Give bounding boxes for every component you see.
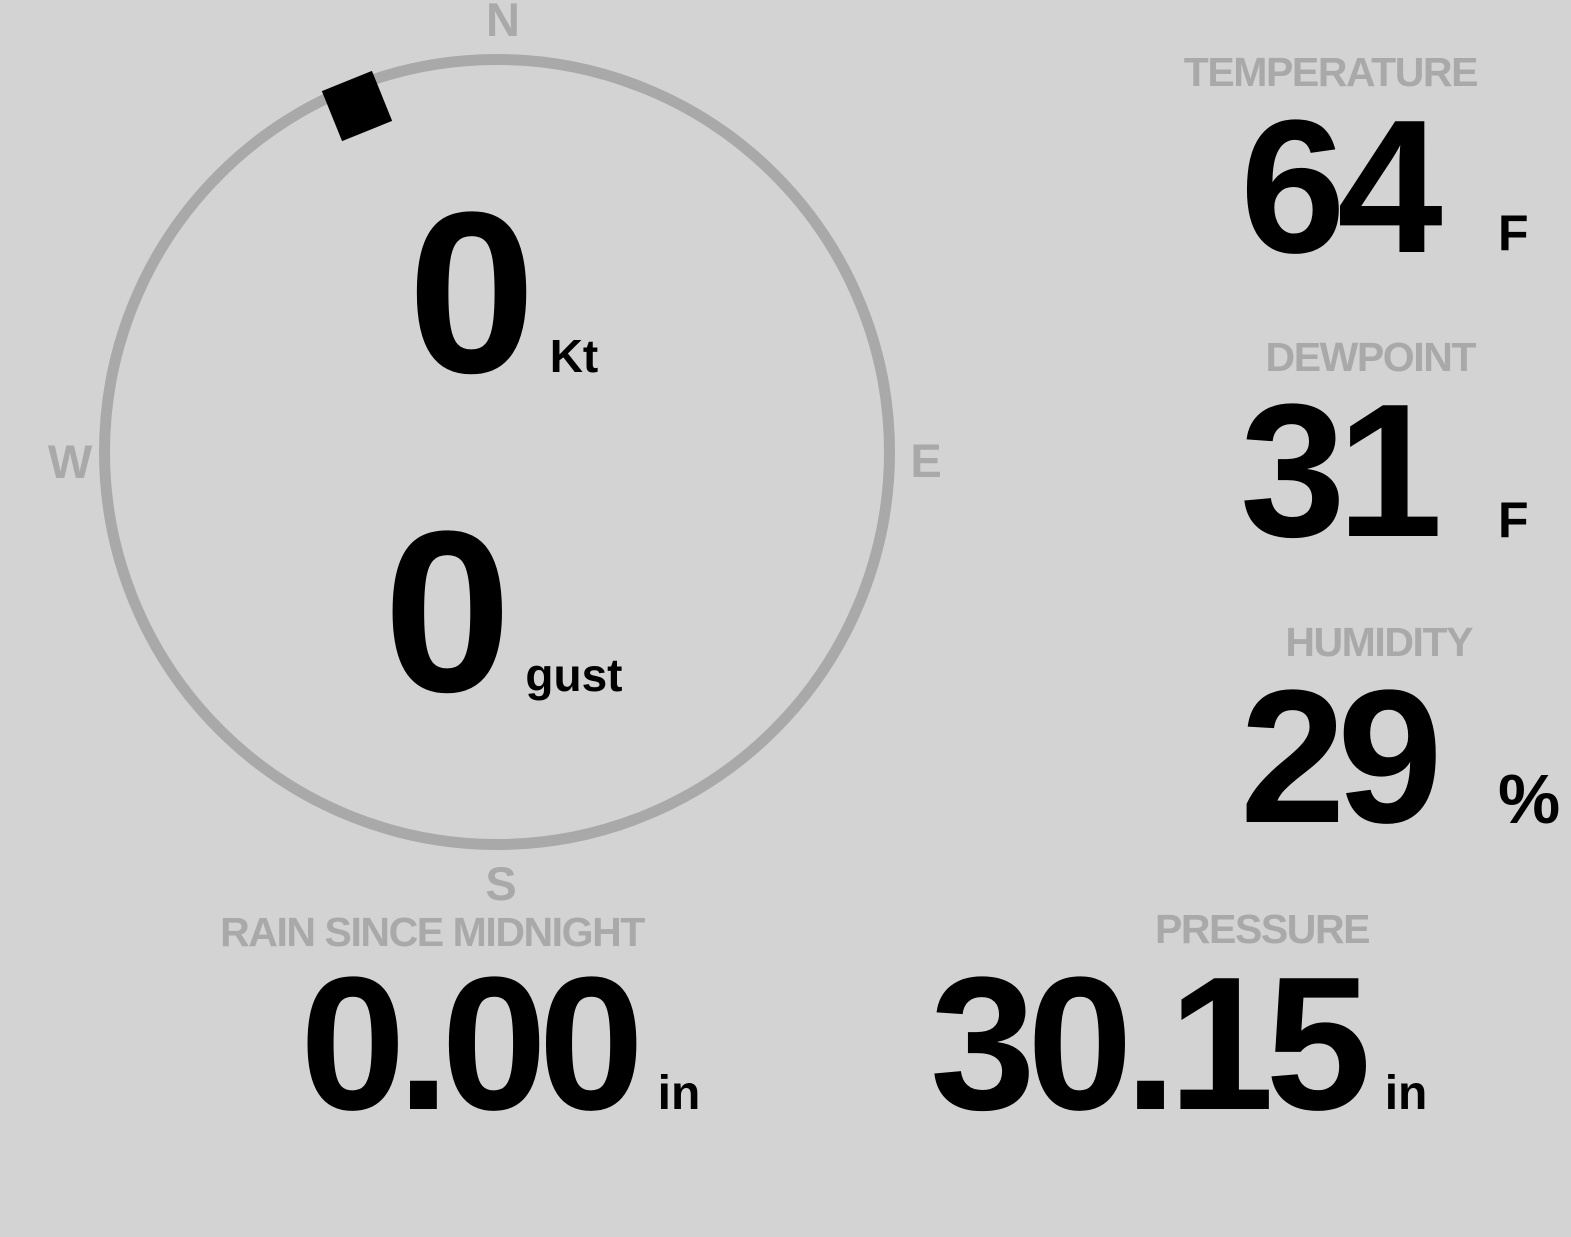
rain-label: RAIN SINCE MIDNIGHT bbox=[220, 909, 645, 955]
compass-label-south: S bbox=[485, 857, 517, 910]
wind-speed: 0 Kt bbox=[408, 178, 598, 408]
rain-value: 0.00 bbox=[300, 938, 644, 1150]
compass-label-north: N bbox=[486, 0, 520, 46]
humidity-value: 29 bbox=[1240, 651, 1443, 863]
wind-gust: 0 gust bbox=[383, 497, 622, 727]
wind-gust-unit: gust bbox=[525, 649, 623, 701]
dewpoint-label: DEWPOINT bbox=[1265, 334, 1477, 380]
wind-speed-unit: Kt bbox=[549, 330, 599, 382]
temperature-label: TEMPERATURE bbox=[1183, 49, 1479, 95]
wind-speed-value: 0 bbox=[407, 164, 536, 421]
humidity-label: HUMIDITY bbox=[1285, 619, 1473, 665]
pressure-label: PRESSURE bbox=[1154, 906, 1371, 952]
dewpoint-value: 31 bbox=[1240, 365, 1443, 577]
rain-value-group: 0.00 in bbox=[300, 949, 700, 1139]
compass-label-west: W bbox=[47, 435, 93, 488]
humidity-unit: % bbox=[1498, 760, 1561, 838]
pressure-value-group: 30.15 in bbox=[930, 949, 1427, 1139]
compass-label-east: E bbox=[910, 434, 942, 487]
rain-unit: in bbox=[657, 1067, 701, 1120]
temperature-unit: F bbox=[1498, 205, 1529, 261]
pressure-value: 30.15 bbox=[930, 938, 1371, 1150]
pressure-unit: in bbox=[1384, 1067, 1428, 1120]
temperature-value: 64 bbox=[1240, 81, 1443, 293]
wind-compass-ring bbox=[99, 54, 895, 850]
wind-gust-value: 0 bbox=[383, 483, 512, 740]
dewpoint-unit: F bbox=[1498, 492, 1529, 548]
